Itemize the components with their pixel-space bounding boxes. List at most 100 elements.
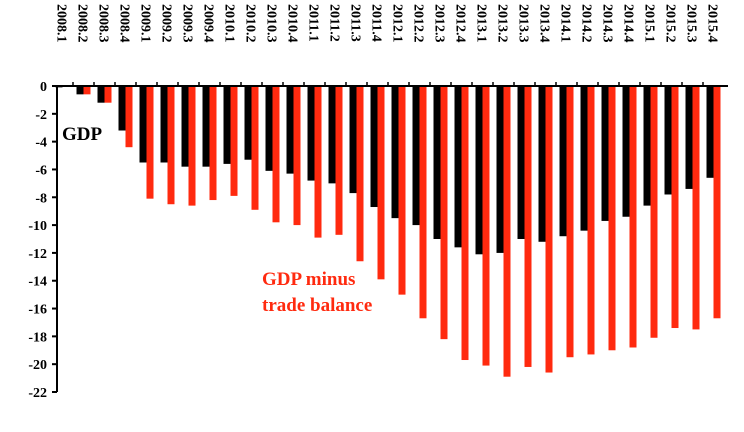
bar — [160, 86, 168, 163]
x-tick-label: 2008.2 — [75, 4, 90, 43]
x-tick-label: 2015.2 — [663, 4, 678, 43]
bar — [209, 86, 217, 201]
bar — [412, 86, 420, 226]
bar — [622, 86, 630, 217]
bar — [223, 86, 231, 164]
bar — [335, 86, 343, 235]
bar — [314, 86, 322, 238]
y-tick-label: -4 — [35, 136, 47, 151]
x-tick-label: 2010.2 — [243, 4, 258, 43]
y-tick-label: -22 — [28, 386, 47, 401]
legend-gdp: GDP — [62, 124, 103, 145]
bar — [181, 86, 189, 167]
bar — [202, 86, 210, 167]
x-tick-label: 2008.1 — [54, 4, 69, 43]
bar — [293, 86, 301, 226]
x-tick-label: 2009.4 — [201, 4, 216, 43]
x-tick-label: 2015.1 — [642, 4, 657, 43]
y-tick-label: -12 — [28, 247, 47, 262]
bar — [580, 86, 588, 231]
x-tick-label: 2009.1 — [138, 4, 153, 43]
bar — [286, 86, 294, 174]
bar — [608, 86, 616, 351]
bar — [440, 86, 448, 340]
bar — [454, 86, 462, 248]
bar — [251, 86, 259, 210]
x-tick-label: 2010.3 — [264, 4, 279, 43]
bar — [433, 86, 441, 239]
bar — [671, 86, 679, 329]
bar — [307, 86, 315, 181]
x-tick-label: 2014.2 — [579, 4, 594, 43]
bar — [650, 86, 658, 338]
bar — [685, 86, 693, 189]
y-tick-label: -8 — [35, 191, 47, 206]
bar — [398, 86, 406, 295]
bar — [125, 86, 133, 148]
bar — [482, 86, 490, 366]
bar — [706, 86, 714, 178]
y-tick-label: -2 — [35, 108, 47, 123]
x-tick-label: 2012.3 — [432, 4, 447, 43]
x-tick-label: 2011.3 — [348, 4, 363, 42]
x-tick-label: 2014.3 — [600, 4, 615, 43]
bar — [97, 86, 105, 103]
x-tick-label: 2013.4 — [537, 4, 552, 43]
x-tick-label: 2010.1 — [222, 4, 237, 43]
bar — [370, 86, 378, 208]
bar — [601, 86, 609, 221]
y-tick-label: 0 — [40, 80, 47, 95]
x-tick-label: 2015.3 — [684, 4, 699, 43]
x-tick-label: 2008.4 — [117, 4, 132, 43]
x-tick-label: 2013.2 — [495, 4, 510, 43]
x-tick-label: 2011.1 — [306, 4, 321, 42]
bar — [692, 86, 700, 330]
bar — [188, 86, 196, 206]
bar — [349, 86, 357, 194]
bar — [664, 86, 672, 195]
bar — [503, 86, 511, 377]
bar — [167, 86, 175, 205]
x-tick-label: 2013.1 — [474, 4, 489, 43]
x-tick-label: 2014.4 — [621, 4, 636, 43]
y-tick-label: -10 — [28, 219, 47, 234]
bar — [328, 86, 336, 184]
x-tick-label: 2011.4 — [369, 4, 384, 42]
bar — [629, 86, 637, 348]
bar — [461, 86, 469, 361]
y-tick-label: -14 — [28, 275, 47, 290]
bar — [118, 86, 126, 131]
x-tick-label: 2014.1 — [558, 4, 573, 43]
x-tick-label: 2008.3 — [96, 4, 111, 43]
bar — [545, 86, 553, 373]
bar — [559, 86, 567, 237]
bar — [524, 86, 532, 367]
bar — [391, 86, 399, 219]
bar — [538, 86, 546, 242]
bar — [377, 86, 385, 280]
bar — [83, 86, 91, 95]
x-tick-label: 2015.4 — [705, 4, 720, 43]
bar — [265, 86, 273, 171]
x-tick-label: 2012.2 — [411, 4, 426, 43]
x-tick-label: 2012.1 — [390, 4, 405, 43]
bar — [104, 86, 112, 103]
x-tick-label: 2010.4 — [285, 4, 300, 43]
x-tick-label: 2009.2 — [159, 4, 174, 43]
x-tick-label: 2013.3 — [516, 4, 531, 43]
bar — [713, 86, 721, 319]
bar — [419, 86, 427, 319]
y-tick-label: -6 — [35, 163, 47, 178]
legend-gdp-minus-trade: GDP minus trade balance — [262, 269, 373, 316]
bar — [139, 86, 147, 163]
bar — [356, 86, 364, 262]
bar — [566, 86, 574, 358]
y-tick-label: -18 — [28, 330, 47, 345]
x-tick-label: 2012.4 — [453, 4, 468, 43]
bar — [517, 86, 525, 239]
x-tick-label: 2009.3 — [180, 4, 195, 43]
bar — [244, 86, 252, 160]
bar — [272, 86, 280, 223]
